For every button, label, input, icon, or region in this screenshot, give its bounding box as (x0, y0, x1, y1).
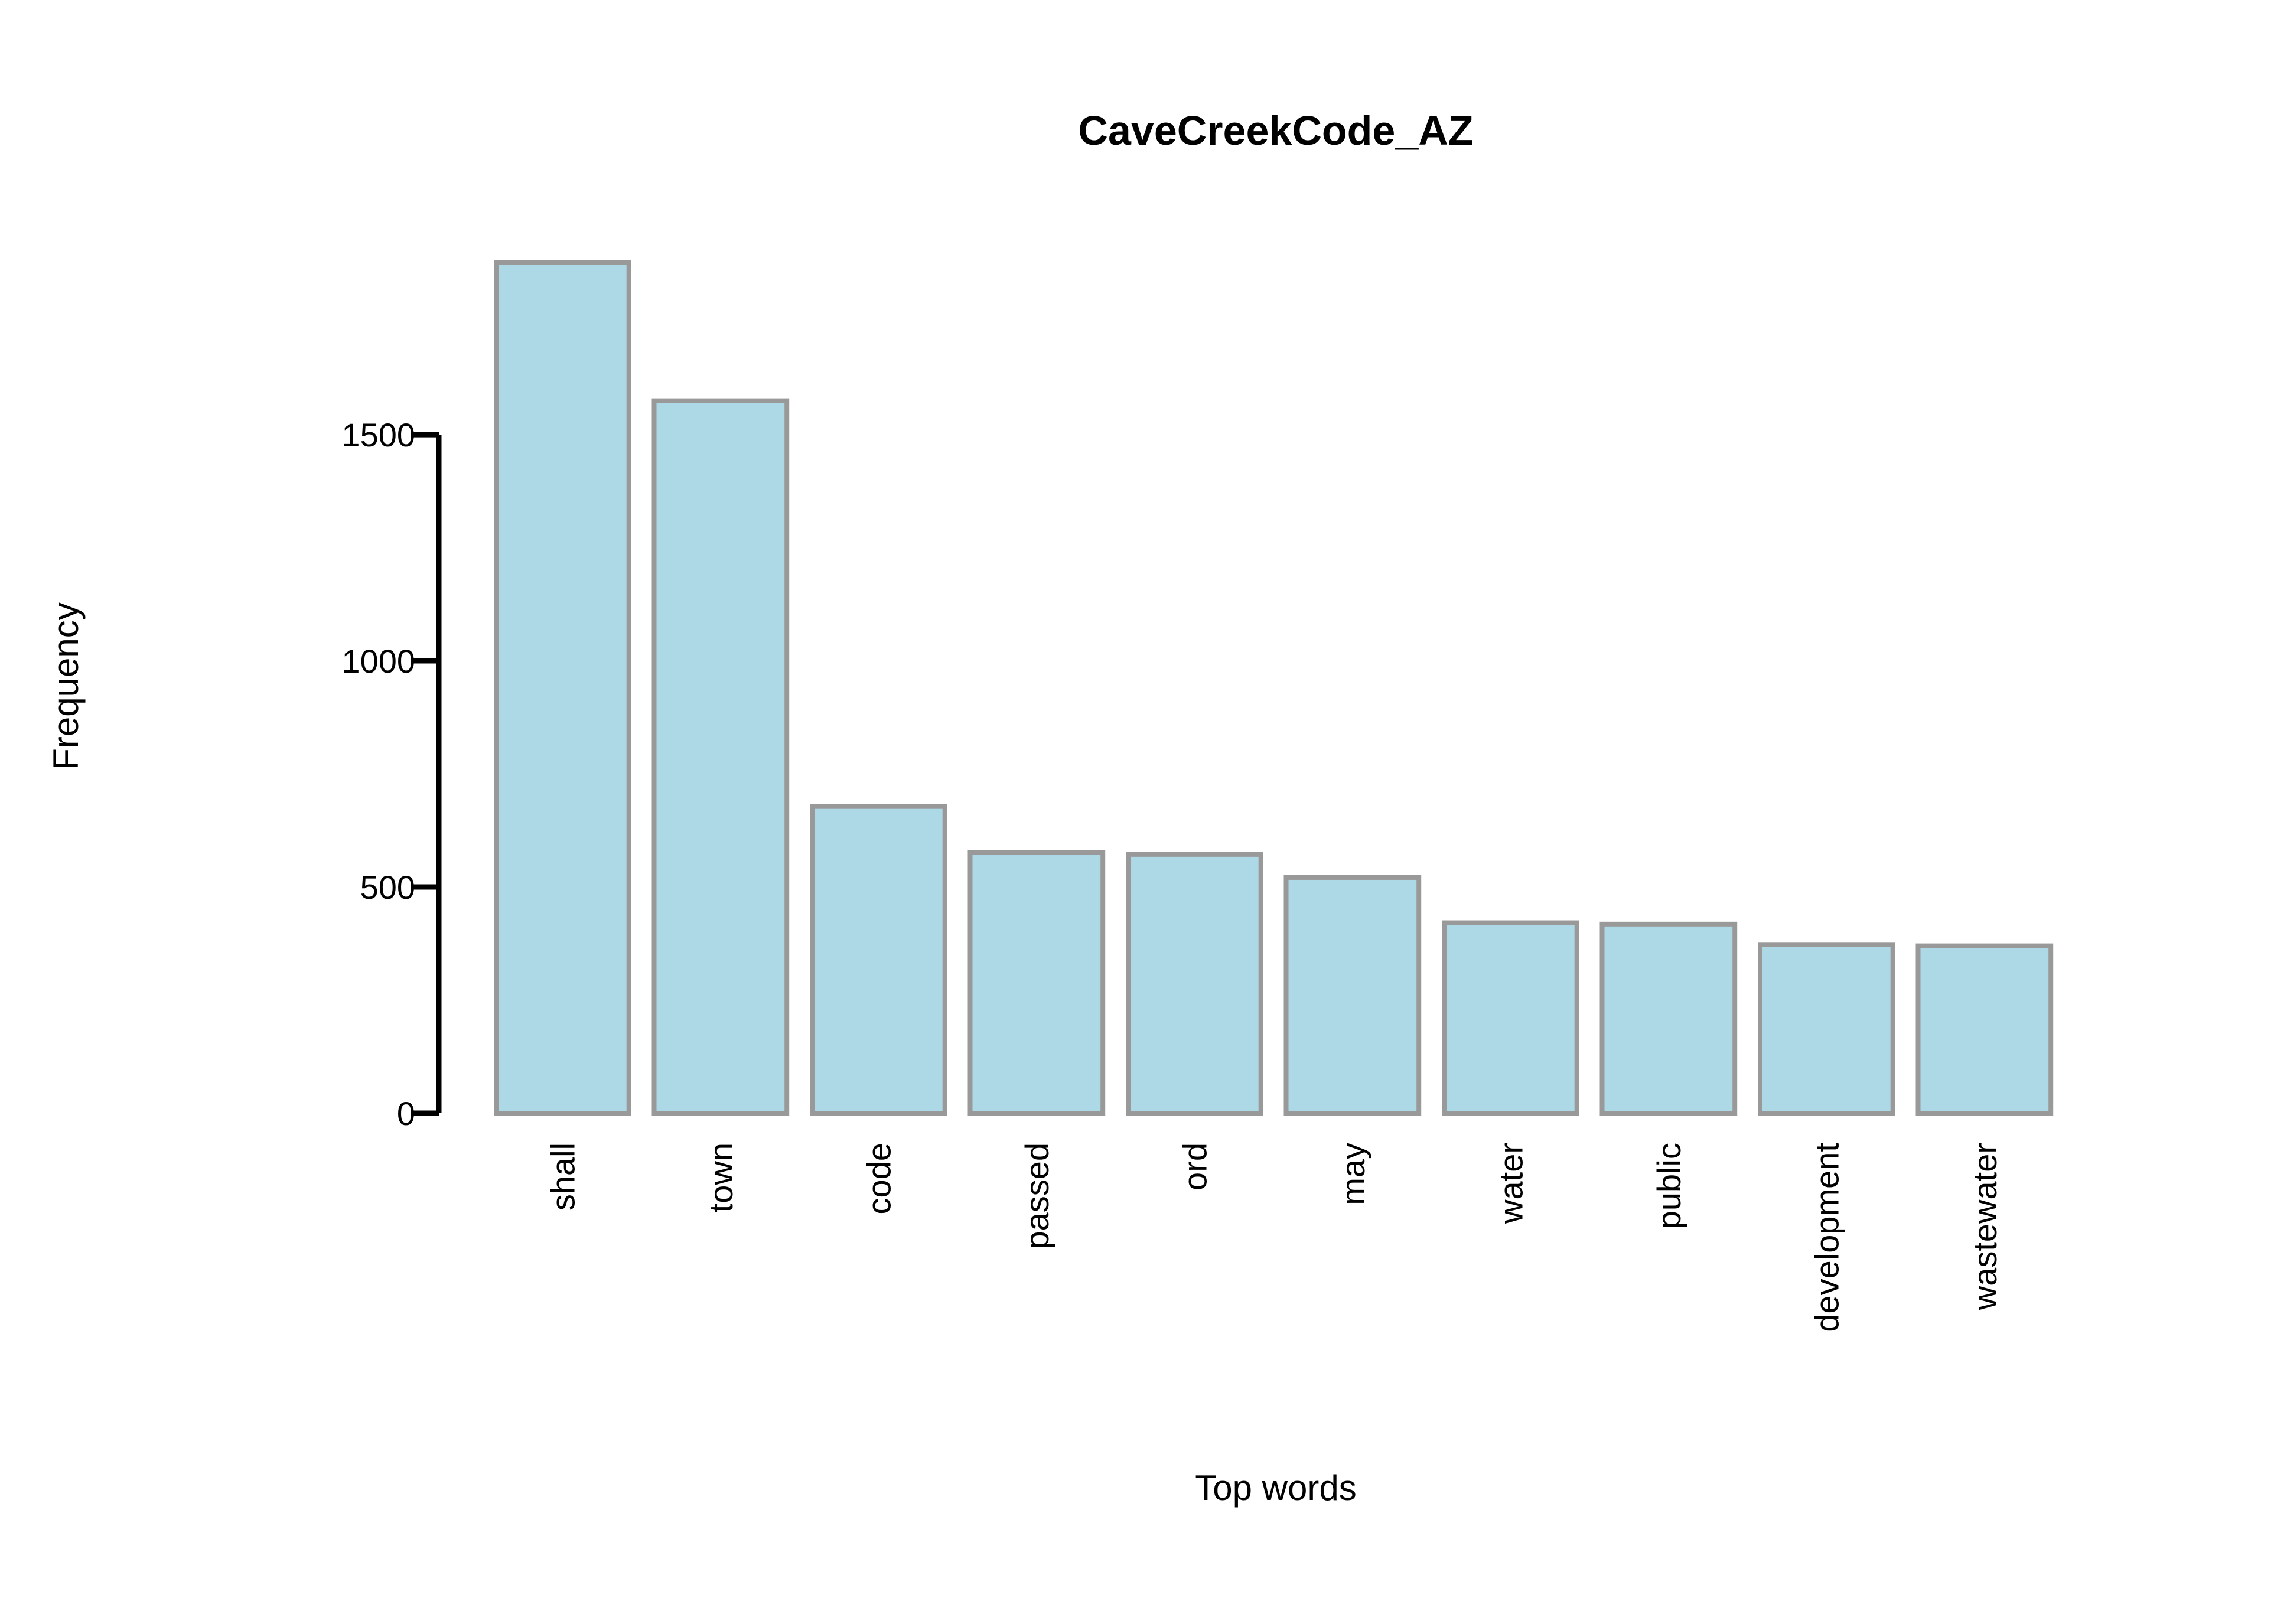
bar-development (1758, 942, 1895, 1116)
x-tick-label-wastewater: wastewater (1966, 1143, 2003, 1310)
y-tick-label: 500 (360, 869, 415, 906)
bar-code (810, 804, 947, 1116)
y-tick-label: 0 (397, 1095, 415, 1132)
bar-wastewater (1915, 943, 2054, 1116)
y-tick-label: 1500 (341, 416, 415, 454)
y-axis: 0 500 1000 1500 (341, 416, 442, 1132)
bar-water (1442, 920, 1579, 1116)
x-tick-label-shall: shall (544, 1143, 581, 1211)
x-tick-label-development: development (1808, 1143, 1845, 1332)
x-tick-label-code: code (860, 1143, 897, 1214)
bar-passed (967, 850, 1106, 1116)
bar-shall (494, 260, 631, 1116)
bar-may (1283, 875, 1422, 1116)
category-labels-group: shall town code passed ord may water public deve… (544, 1143, 2003, 1332)
x-tick-label-passed: passed (1018, 1143, 1055, 1250)
chart-title: CaveCreekCode_AZ (1078, 107, 1473, 154)
x-tick-label-town: town (702, 1143, 739, 1212)
bars-group (494, 260, 2054, 1116)
x-tick-label-may: may (1334, 1143, 1371, 1205)
bar-public (1599, 921, 1738, 1116)
y-axis-label: Frequency (46, 602, 86, 769)
x-tick-label-water: water (1492, 1143, 1529, 1224)
bar-town (651, 398, 790, 1116)
bar-ord (1126, 852, 1263, 1116)
x-axis-label: Top words (1195, 1468, 1356, 1508)
x-tick-label-ord: ord (1176, 1143, 1213, 1191)
y-tick-label: 1000 (341, 643, 415, 680)
x-tick-label-public: public (1650, 1143, 1687, 1229)
